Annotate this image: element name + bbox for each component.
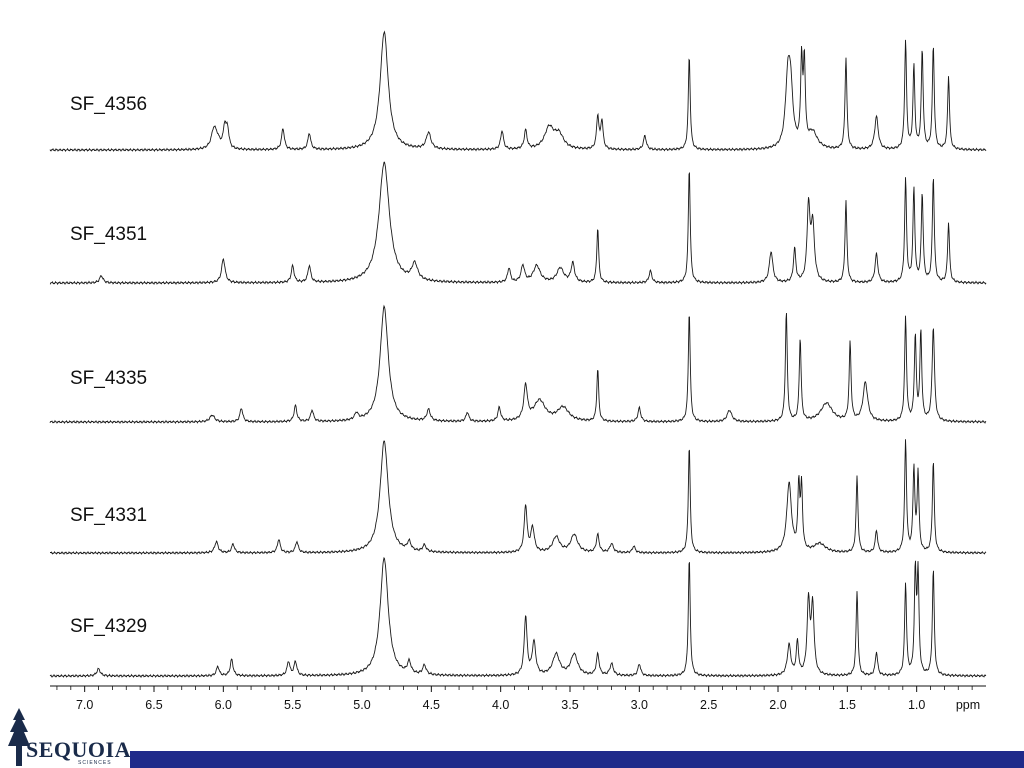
trace-labels: SF_4356 SF_4351 SF_4335 SF_4331 SF_4329: [70, 94, 147, 637]
x-tick-label: 5.0: [353, 698, 370, 712]
x-tick-label: 3.5: [561, 698, 578, 712]
x-tick-label: 6.5: [145, 698, 162, 712]
logo-subtitle: SCIENCES: [78, 760, 112, 766]
trace-label-sf_4335: SF_4335: [70, 368, 147, 389]
x-tick-label: 4.5: [423, 698, 440, 712]
spectra-traces: [49, 30, 987, 679]
trace-label-sf_4356: SF_4356: [70, 94, 147, 115]
spectrum-trace-sf_4331: [50, 439, 987, 556]
trace-label-sf_4331: SF_4331: [70, 505, 147, 526]
x-tick-label: 4.0: [492, 698, 509, 712]
x-axis-unit-label: ppm: [956, 698, 980, 712]
x-tick-label: 3.0: [631, 698, 648, 712]
trace-label-sf_4351: SF_4351: [70, 224, 147, 245]
spectrum-trace-sf_4335: [49, 304, 987, 425]
x-tick-label: 5.5: [284, 698, 301, 712]
sequoia-logo: SEQUOIA SCIENCES: [4, 706, 154, 768]
x-tick-label: 2.0: [769, 698, 786, 712]
x-tick-label: 7.0: [76, 698, 93, 712]
x-tick-label: 1.5: [839, 698, 856, 712]
tree-icon: [8, 708, 30, 766]
footer-band: [130, 751, 1024, 768]
x-tick-label: 1.0: [908, 698, 925, 712]
trace-label-sf_4329: SF_4329: [70, 616, 147, 637]
x-tick-label: 6.0: [215, 698, 232, 712]
spectrum-trace-sf_4329: [49, 556, 987, 679]
spectrum-trace-sf_4351: [49, 161, 987, 286]
spectrum-trace-sf_4356: [49, 30, 987, 153]
x-axis: 7.0 6.5 6.0 5.5 5.0 4.5 4.0 3.5 3.0 2.5 2.0 1.5 1.0: [50, 685, 986, 712]
x-tick-label: 2.5: [700, 698, 717, 712]
logo-wordmark: SEQUOIA: [26, 737, 131, 762]
